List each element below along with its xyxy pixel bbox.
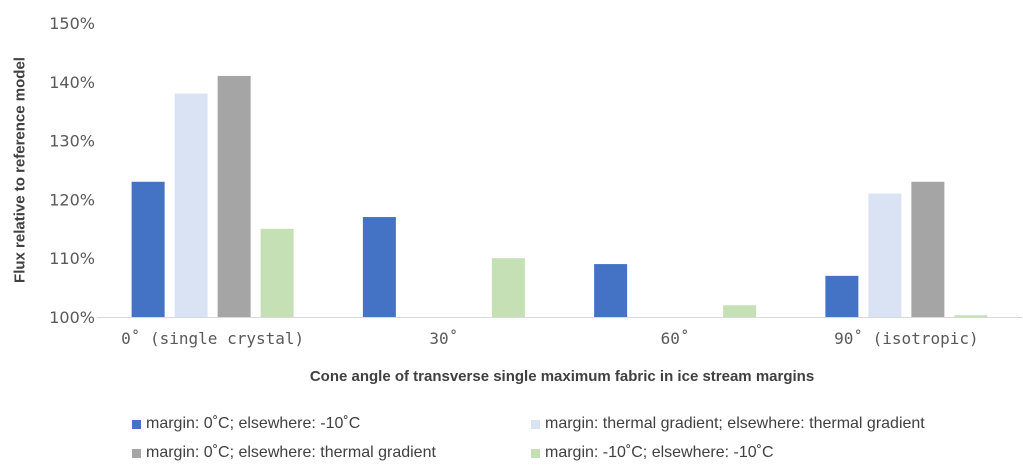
bar — [723, 305, 757, 317]
bar — [954, 315, 988, 317]
y-tick-label: 110% — [49, 249, 95, 268]
bar — [911, 181, 945, 317]
bar — [174, 93, 208, 317]
y-tick-label: 130% — [49, 132, 95, 151]
bar — [491, 258, 525, 317]
x-tick-label: 60˚ — [661, 329, 690, 348]
bar — [131, 181, 165, 317]
y-axis-title: Flux relative to reference model — [11, 57, 29, 283]
x-axis-title: Cone angle of transverse single maximum … — [309, 368, 815, 385]
bar — [362, 217, 396, 317]
bar — [217, 75, 251, 317]
y-tick-label: 150% — [49, 14, 95, 33]
y-tick-label: 120% — [49, 190, 95, 209]
bar — [825, 275, 859, 317]
y-tick-label: 100% — [49, 308, 95, 327]
bars — [131, 75, 988, 317]
y-tick-label: 140% — [49, 73, 95, 92]
x-axis-ticks: 0˚ (single crystal) 30˚ 60˚ 90˚ (isotropic) — [121, 329, 979, 348]
bar — [594, 264, 628, 317]
bar — [868, 193, 902, 317]
x-tick-label: 30˚ — [429, 329, 458, 348]
bar — [260, 228, 294, 317]
x-tick-label: 0˚ (single crystal) — [121, 329, 304, 348]
x-tick-label: 90˚ (isotropic) — [834, 329, 979, 348]
y-axis-ticks: 100% 110% 120% 130% 140% 150% — [49, 14, 95, 327]
